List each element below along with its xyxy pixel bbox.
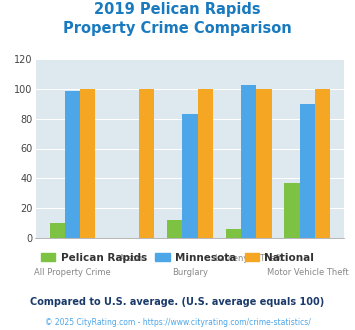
Text: © 2025 CityRating.com - https://www.cityrating.com/crime-statistics/: © 2025 CityRating.com - https://www.city… (45, 318, 310, 327)
Text: Burglary: Burglary (172, 268, 208, 277)
Bar (300, 104, 315, 238)
Bar (80, 89, 95, 238)
Text: Compared to U.S. average. (U.S. average equals 100): Compared to U.S. average. (U.S. average … (31, 297, 324, 307)
Bar (65, 90, 80, 238)
Bar (226, 229, 241, 238)
Legend: Pelican Rapids, Minnesota, National: Pelican Rapids, Minnesota, National (37, 249, 318, 267)
Bar (256, 89, 272, 238)
Text: All Property Crime: All Property Crime (34, 268, 111, 277)
Text: Motor Vehicle Theft: Motor Vehicle Theft (267, 268, 348, 277)
Bar (167, 220, 182, 238)
Bar (139, 89, 154, 238)
Text: Property Crime Comparison: Property Crime Comparison (63, 21, 292, 36)
Bar (241, 84, 256, 238)
Text: 2019 Pelican Rapids: 2019 Pelican Rapids (94, 2, 261, 16)
Bar (198, 89, 213, 238)
Bar (182, 114, 198, 238)
Bar (50, 223, 65, 238)
Text: Arson: Arson (119, 254, 143, 263)
Text: Larceny & Theft: Larceny & Theft (215, 254, 282, 263)
Bar (284, 183, 300, 238)
Bar (315, 89, 330, 238)
